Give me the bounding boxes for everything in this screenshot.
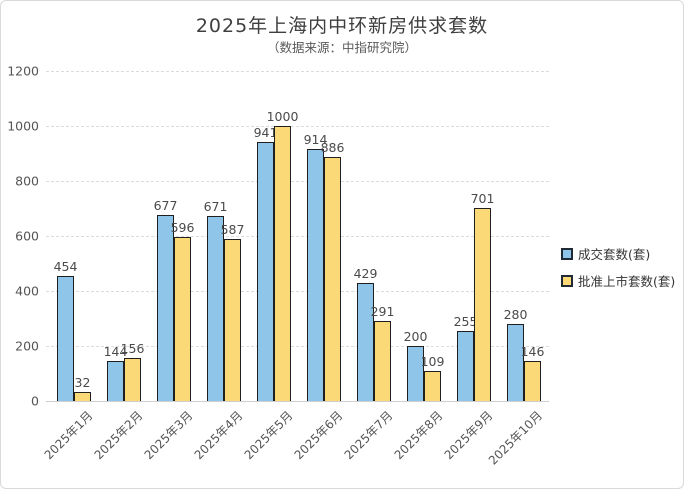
bar-approved-8 bbox=[424, 370, 441, 401]
bar-approved-6 bbox=[324, 156, 341, 401]
legend: 成交套数(套) 批准上市套数(套) bbox=[561, 244, 675, 298]
grid-line bbox=[46, 290, 549, 292]
bar-value-label: 32 bbox=[74, 375, 91, 391]
bar-value-label: 1000 bbox=[266, 108, 299, 124]
grid-line bbox=[46, 70, 549, 72]
x-axis-label: 2025年4月 bbox=[191, 408, 246, 463]
bar-value-label: 701 bbox=[470, 190, 495, 206]
bar-value-label: 429 bbox=[353, 265, 378, 281]
bar-transactions-7 bbox=[357, 282, 374, 401]
x-axis-label: 2025年6月 bbox=[291, 408, 346, 463]
grid-line bbox=[46, 125, 549, 127]
bar-transactions-2 bbox=[107, 361, 124, 401]
grid-line bbox=[46, 345, 549, 347]
bar-value-label: 255 bbox=[453, 313, 478, 329]
bar-transactions-10 bbox=[507, 323, 524, 401]
x-axis-label: 2025年5月 bbox=[241, 408, 296, 463]
bar-transactions-3 bbox=[157, 214, 174, 401]
grid-line bbox=[46, 180, 549, 182]
legend-label: 成交套数(套) bbox=[578, 247, 651, 262]
bar-value-label: 146 bbox=[520, 343, 545, 359]
x-axis-line bbox=[46, 401, 549, 402]
bar-value-label: 886 bbox=[320, 139, 345, 155]
x-axis-label: 2025年3月 bbox=[141, 408, 196, 463]
y-tick-label: 600 bbox=[15, 228, 39, 244]
x-axis-label: 2025年2月 bbox=[91, 408, 146, 463]
y-tick-label: 400 bbox=[15, 283, 39, 299]
bar-transactions-8 bbox=[407, 345, 424, 401]
bar-approved-4 bbox=[224, 239, 241, 401]
bar-value-label: 200 bbox=[403, 328, 428, 344]
bar-value-label: 280 bbox=[503, 306, 528, 322]
bar-value-label: 671 bbox=[203, 199, 228, 215]
x-axis-label: 2025年8月 bbox=[391, 408, 446, 463]
y-tick-label: 0 bbox=[31, 393, 39, 409]
y-tick-label: 800 bbox=[15, 173, 39, 189]
bar-approved-9 bbox=[474, 207, 491, 401]
bar-approved-5 bbox=[274, 125, 291, 401]
bar-value-label: 291 bbox=[370, 303, 395, 319]
bar-approved-1 bbox=[74, 392, 91, 401]
bar-value-label: 596 bbox=[170, 219, 195, 235]
bar-value-label: 109 bbox=[420, 353, 445, 369]
y-tick-label: 1000 bbox=[7, 118, 39, 134]
bar-value-label: 144 bbox=[103, 344, 128, 360]
bar-transactions-5 bbox=[257, 141, 274, 401]
legend-swatch-blue bbox=[561, 247, 573, 260]
bar-approved-10 bbox=[524, 360, 541, 401]
legend-item-approved: 批准上市套数(套) bbox=[561, 271, 675, 290]
bar-approved-7 bbox=[374, 320, 391, 401]
legend-item-transactions: 成交套数(套) bbox=[561, 244, 675, 263]
bar-approved-2 bbox=[124, 358, 141, 401]
bar-value-label: 454 bbox=[53, 258, 78, 274]
bar-value-label: 587 bbox=[220, 222, 245, 238]
bar-transactions-6 bbox=[307, 149, 324, 401]
bar-approved-3 bbox=[174, 236, 191, 401]
bar-value-label: 914 bbox=[303, 132, 328, 148]
bar-value-label: 941 bbox=[253, 124, 278, 140]
chart-title: 2025年上海内中环新房供求套数 bbox=[195, 15, 489, 37]
bar-transactions-1 bbox=[57, 275, 74, 401]
x-axis-label: 2025年1月 bbox=[41, 408, 96, 463]
bar-transactions-4 bbox=[207, 216, 224, 401]
bar-value-label: 156 bbox=[120, 341, 145, 357]
bar-value-label: 677 bbox=[153, 197, 178, 213]
grid-line bbox=[46, 235, 549, 237]
x-axis-label: 2025年7月 bbox=[341, 408, 396, 463]
chart-subtitle: （数据来源：中指研究院） bbox=[266, 40, 417, 55]
y-tick-label: 200 bbox=[15, 338, 39, 354]
y-tick-label: 1200 bbox=[7, 63, 39, 78]
legend-swatch-yellow bbox=[561, 274, 573, 287]
bar-transactions-9 bbox=[457, 330, 474, 401]
legend-label: 批准上市套数(套) bbox=[578, 274, 676, 289]
